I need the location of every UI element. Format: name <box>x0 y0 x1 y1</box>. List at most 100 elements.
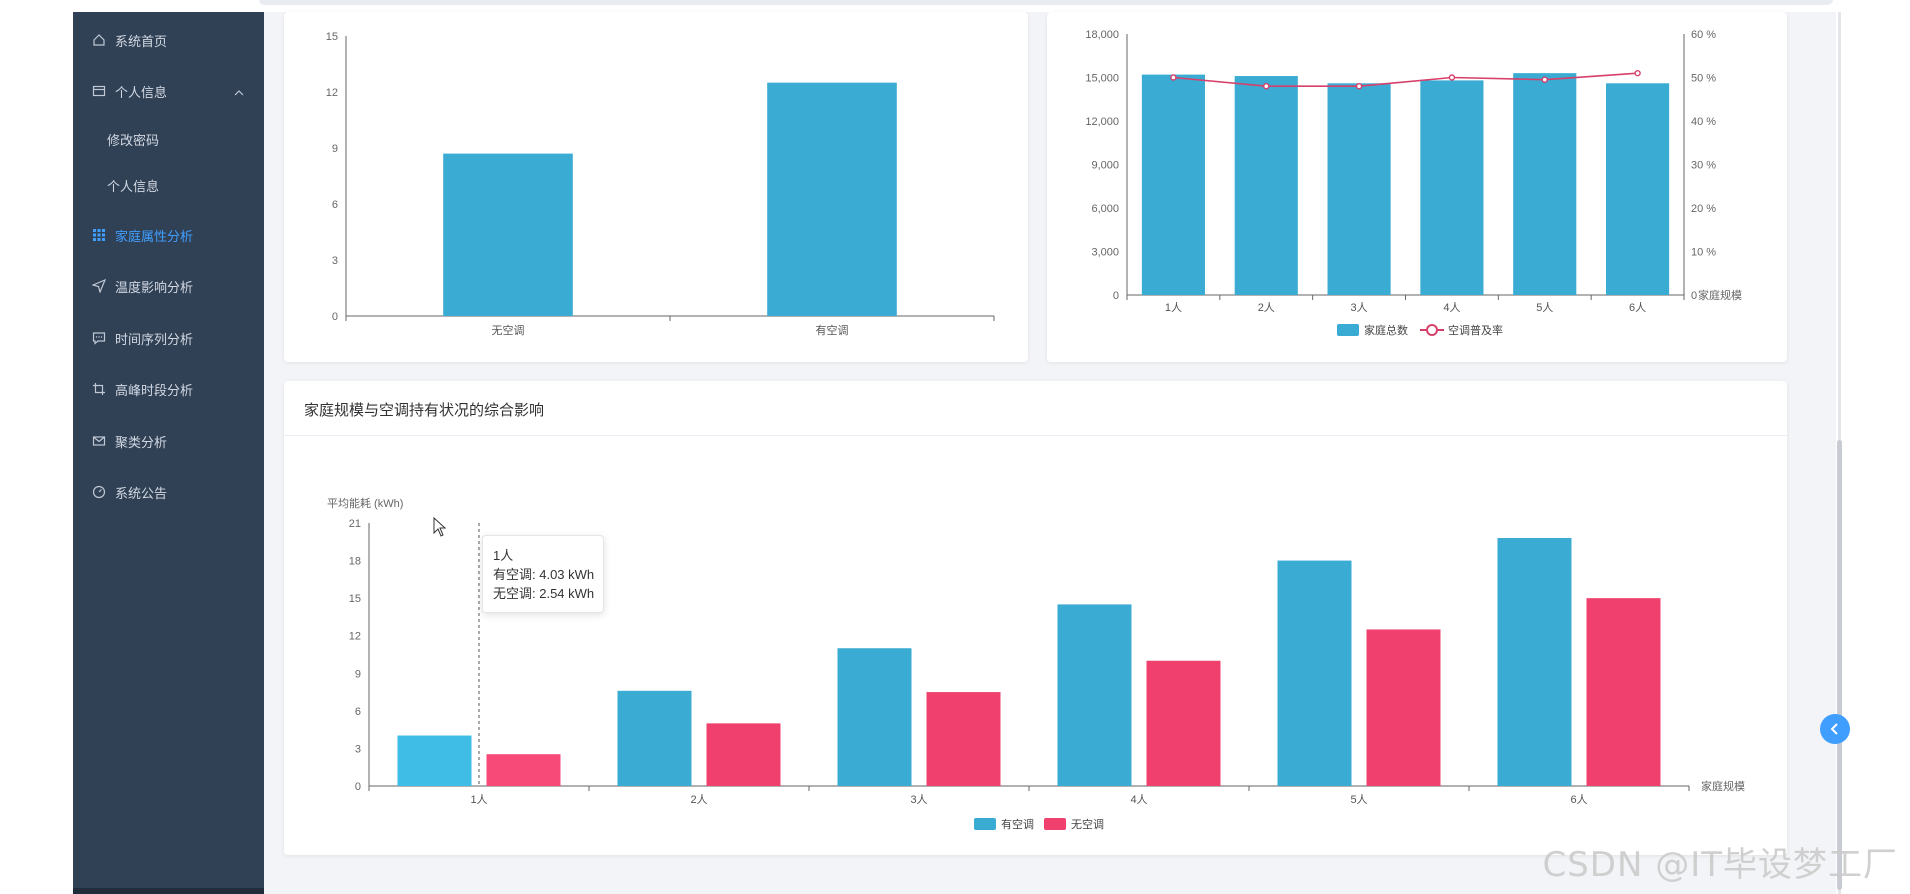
bar <box>1327 83 1391 295</box>
y-tick-label-left: 9,000 <box>1091 160 1119 172</box>
bar <box>1420 80 1484 296</box>
sidebar-item-peak[interactable]: 高峰时段分析 <box>73 369 264 409</box>
legend-label: 有空调 <box>1001 817 1034 831</box>
y-tick-label-left: 12,000 <box>1085 116 1119 128</box>
x-tick-label: 2人 <box>1258 301 1275 314</box>
bar-with-ac <box>1057 604 1132 786</box>
bar-with-ac <box>837 648 912 786</box>
x-tick-label: 4人 <box>1443 301 1460 314</box>
bar-with-ac <box>1277 560 1352 786</box>
sidebar-subitem-profile-info[interactable]: 个人信息 <box>73 166 264 204</box>
sidebar-item-label: 高峰时段分析 <box>115 383 194 399</box>
scroll-thumb[interactable] <box>1837 440 1842 890</box>
x-tick-label: 6人 <box>1570 793 1587 806</box>
legend-label: 无空调 <box>1071 817 1104 831</box>
bar <box>1606 83 1670 295</box>
y-tick-label-right: 20 % <box>1691 203 1716 215</box>
y-tick-label: 3 <box>355 743 361 755</box>
card-divider <box>284 435 1787 436</box>
chart-tooltip: 1人 有空调: 4.03 kWh 无空调: 2.54 kWh <box>482 535 604 613</box>
y-tick-label: 0 <box>332 311 338 323</box>
y-tick-label: 18 <box>349 556 361 568</box>
sidebar-item-home[interactable]: 系统首页 <box>73 20 264 60</box>
chart-family-size-penetration: 0 3,000 6,000 9,000 12,000 15,000 18,000 0 10 % 2… <box>1085 29 1742 337</box>
x-tick-label: 1人 <box>470 793 487 806</box>
sidebar-item-announcement[interactable]: 系统公告 <box>73 472 264 512</box>
chat-icon <box>91 330 107 346</box>
sidebar-item-label: 温度影响分析 <box>115 280 194 296</box>
bar-without-ac <box>1146 660 1221 786</box>
y-tick-label: 12 <box>349 631 361 643</box>
x-tick-label: 有空调 <box>816 323 849 337</box>
chart-ac-ownership: 0 3 6 9 12 15 无空调 有空调 <box>326 31 995 337</box>
x-tick-label: 4人 <box>1130 793 1147 806</box>
y-tick-label: 0 <box>355 781 361 793</box>
sidebar: 系统首页 个人信息 修改密码 个人信息 家庭 <box>73 12 264 894</box>
card-title: 家庭规模与空调持有状况的综合影响 <box>304 401 545 419</box>
series-line <box>1173 72 1638 87</box>
legend-swatch <box>1337 324 1359 336</box>
sidebar-subitem-change-password[interactable]: 修改密码 <box>73 120 264 158</box>
main-content: 0 3 6 9 12 15 无空调 有空调 0 3,000 6,000 9,000 12,000 15,… <box>264 12 1836 894</box>
y-tick-label: 21 <box>349 518 361 530</box>
x-axis-label: 家庭规模 <box>1701 779 1745 793</box>
bar-without-ac <box>706 723 781 786</box>
bar-without-ac <box>1586 598 1661 786</box>
sidebar-scrollbar[interactable] <box>73 888 264 894</box>
y-tick-label: 15 <box>349 593 361 605</box>
tooltip-title: 1人 <box>493 548 514 563</box>
sidebar-item-label: 修改密码 <box>107 133 160 149</box>
legend-swatch <box>1044 818 1066 830</box>
sidebar-item-label: 家庭属性分析 <box>115 229 194 245</box>
mail-icon <box>91 433 107 449</box>
line-point <box>1541 76 1548 83</box>
gauge-icon <box>91 484 107 500</box>
collapse-arrow-button[interactable] <box>1820 714 1850 744</box>
grid-icon <box>91 227 107 243</box>
y-tick-label: 12 <box>326 87 338 99</box>
y-tick-label-right: 30 % <box>1691 160 1716 172</box>
chart-card-ac-ownership: 0 3 6 9 12 15 无空调 有空调 <box>284 12 1028 362</box>
send-icon <box>91 278 107 294</box>
x-tick-label: 5人 <box>1536 301 1553 314</box>
top-tab-strip <box>259 0 1833 5</box>
sidebar-item-label: 时间序列分析 <box>115 332 194 348</box>
sidebar-item-label: 聚类分析 <box>115 435 168 451</box>
profile-card-icon <box>91 83 107 99</box>
tooltip-line: 无空调: 2.54 kWh <box>493 586 595 601</box>
crop-icon <box>91 381 107 397</box>
y-tick-label: 9 <box>355 668 361 680</box>
line-point <box>1263 82 1270 90</box>
y-tick-label: 9 <box>332 143 338 155</box>
sidebar-item-label: 系统首页 <box>115 34 168 50</box>
y-tick-label: 6 <box>355 706 361 718</box>
chart-card-family-size: 0 3,000 6,000 9,000 12,000 15,000 18,000 0 10 % 2… <box>1047 12 1787 362</box>
sidebar-item-timeseries[interactable]: 时间序列分析 <box>73 318 264 358</box>
page-scrollbar[interactable] <box>1836 0 1910 894</box>
y-tick-label-left: 18,000 <box>1085 29 1119 41</box>
sidebar-item-cluster[interactable]: 聚类分析 <box>73 421 264 461</box>
y-tick-label-right: 60 % <box>1691 29 1716 41</box>
bar <box>443 153 573 316</box>
y-tick-label-left: 6,000 <box>1091 203 1119 215</box>
x-tick-label: 1人 <box>1165 301 1182 314</box>
watermark: CSDN @IT毕设梦工厂 <box>1542 845 1898 885</box>
home-icon <box>91 32 107 48</box>
top-bar <box>73 0 1836 12</box>
sidebar-item-temperature[interactable]: 温度影响分析 <box>73 266 264 306</box>
y-tick-label: 3 <box>332 255 338 267</box>
sidebar-item-profile[interactable]: 个人信息 <box>73 71 264 111</box>
y-tick-label: 6 <box>332 199 338 211</box>
line-point <box>1355 82 1363 90</box>
y-tick-label-right: 40 % <box>1691 116 1716 128</box>
x-tick-label: 3人 <box>1351 301 1368 314</box>
x-tick-label: 6人 <box>1629 301 1646 314</box>
y-tick-label-right: 0 <box>1691 290 1697 302</box>
x-tick-label: 5人 <box>1350 793 1367 806</box>
sidebar-item-label: 系统公告 <box>115 486 168 502</box>
line-point <box>1448 74 1456 81</box>
sidebar-item-family-analysis[interactable]: 家庭属性分析 <box>73 215 264 255</box>
bar <box>1513 73 1577 296</box>
x-axis-label: 家庭规模 <box>1698 288 1742 302</box>
